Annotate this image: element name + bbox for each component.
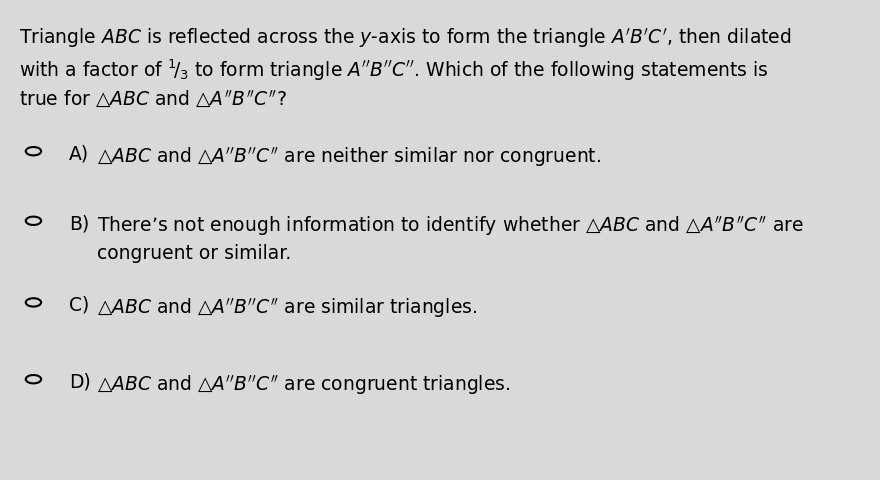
Text: D): D) (69, 372, 91, 392)
Text: B): B) (69, 214, 89, 233)
Text: There’s not enough information to identify whether △$\mathit{ABC}$ and △$\mathit: There’s not enough information to identi… (97, 214, 803, 238)
Text: △$\mathit{ABC}$ and △$\mathit{A''B''C''}$ are congruent triangles.: △$\mathit{ABC}$ and △$\mathit{A''B''C''}… (97, 372, 510, 396)
Text: with a factor of $^1\!/_3$ to form triangle $\mathit{A''B''C''}$. Which of the f: with a factor of $^1\!/_3$ to form trian… (19, 58, 769, 83)
Text: △$\mathit{ABC}$ and △$\mathit{A''B''C''}$ are neither similar nor congruent.: △$\mathit{ABC}$ and △$\mathit{A''B''C''}… (97, 144, 601, 168)
Text: △$\mathit{ABC}$ and △$\mathit{A''B''C''}$ are similar triangles.: △$\mathit{ABC}$ and △$\mathit{A''B''C''}… (97, 296, 477, 320)
Text: true for △$\mathit{ABC}$ and △$\mathit{A''B''C''}$?: true for △$\mathit{ABC}$ and △$\mathit{A… (19, 89, 287, 110)
Text: Triangle $\mathit{ABC}$ is reflected across the $y$-axis to form the triangle $\: Triangle $\mathit{ABC}$ is reflected acr… (19, 26, 792, 50)
Text: C): C) (69, 296, 89, 315)
Text: A): A) (69, 144, 89, 164)
Text: congruent or similar.: congruent or similar. (97, 244, 291, 263)
